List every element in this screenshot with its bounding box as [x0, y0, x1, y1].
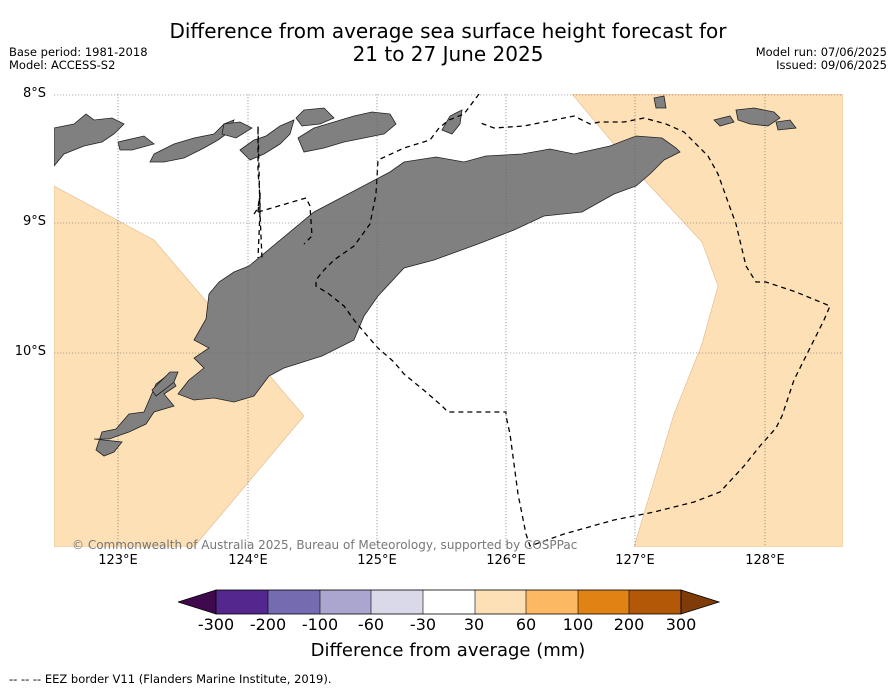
island-north-4 [441, 109, 463, 135]
meta-right: Model run: 07/06/2025 Issued: 09/06/2025 [756, 46, 887, 72]
colorbar-bin-2 [268, 590, 320, 614]
island-east-2 [775, 119, 797, 131]
colorbar-bin-4 [371, 590, 423, 614]
colorbar-tick-9: 200 [613, 615, 645, 634]
title-line-2: 21 to 27 June 2025 [352, 42, 544, 66]
colorbar-label: Difference from average (mm) [310, 640, 586, 661]
colorbar-tick-10: 300 [665, 615, 697, 634]
anomaly-zone-east [571, 94, 843, 547]
colorbar-bin-1 [216, 590, 268, 614]
colorbar-bin-8 [578, 590, 630, 614]
model-run-text: Model run: 07/06/2025 [755, 45, 887, 59]
colorbar-bin-7 [526, 590, 578, 614]
island-east-4 [713, 115, 735, 127]
colorbar-tick-3: -100 [301, 615, 339, 634]
island-west-2 [151, 371, 179, 397]
chart-title: Difference from average sea surface heig… [0, 20, 896, 66]
map-panel [54, 94, 843, 547]
eez-footnote: -- -- -- EEZ border V11 (Flanders Marine… [9, 672, 332, 686]
base-period-text: Base period: 1981-2018 [9, 45, 148, 59]
lon-label-125e: 125°E [357, 553, 397, 568]
issued-text: Issued: 09/06/2025 [776, 58, 887, 72]
lon-label-123e: 123°E [98, 553, 138, 568]
wetar-island [239, 119, 295, 161]
title-line-1: Difference from average sea surface heig… [169, 19, 727, 43]
colorbar-tick-6: 30 [463, 615, 485, 634]
colorbar-bin-5 [423, 590, 475, 614]
colorbar-extend-high [680, 589, 720, 615]
lon-label-127e: 127°E [615, 553, 655, 568]
colorbar-tick-2: -200 [249, 615, 287, 634]
map-svg [54, 94, 843, 547]
lat-label-8s: 8°S [22, 86, 46, 101]
copyright-text: © Commonwealth of Australia 2025, Bureau… [72, 538, 578, 552]
colorbar-tick-8: 100 [562, 615, 594, 634]
eez-border [253, 94, 831, 547]
meta-left: Base period: 1981-2018 Model: ACCESS-S2 [9, 46, 148, 72]
colorbar-extend-low [178, 589, 217, 615]
colorbar-bin-9 [629, 590, 681, 614]
alor-island [117, 135, 155, 151]
anomaly-zone-west [54, 185, 305, 547]
lon-label-128e: 128°E [745, 553, 785, 568]
island-east-3 [653, 95, 667, 109]
colorbar-bin-3 [320, 590, 372, 614]
island-north-5 [295, 107, 335, 127]
colorbar [178, 589, 720, 615]
island-north-3 [297, 111, 397, 153]
colorbar-tick-7: 60 [515, 615, 537, 634]
island-east-1 [735, 107, 781, 127]
colorbar-bin-6 [475, 590, 527, 614]
colorbar-tick-1: -300 [197, 615, 235, 634]
colorbar-tick-5: -30 [409, 615, 437, 634]
lat-label-10s: 10°S [14, 344, 46, 359]
colorbar-tick-4: -60 [357, 615, 385, 634]
lat-label-9s: 9°S [22, 214, 46, 229]
eez-border-segment-2 [257, 193, 313, 259]
lon-label-124e: 124°E [228, 553, 268, 568]
lon-label-126e: 126°E [486, 553, 526, 568]
island-north-2 [221, 121, 253, 139]
timor-island [177, 135, 681, 403]
model-text: Model: ACCESS-S2 [9, 58, 116, 72]
